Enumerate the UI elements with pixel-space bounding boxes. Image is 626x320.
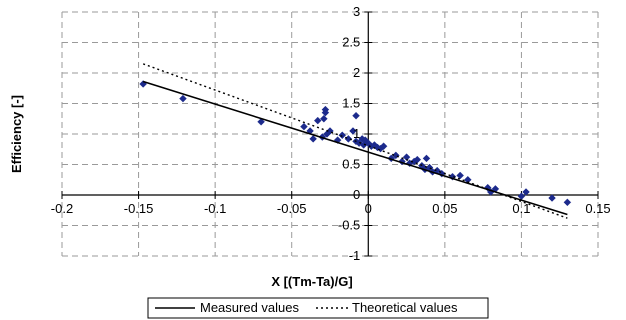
data-point-marker xyxy=(309,135,317,143)
y-tick-label: 0 xyxy=(353,187,360,202)
data-point-marker xyxy=(179,94,187,103)
x-tick-label: 0.1 xyxy=(512,201,530,216)
axis-title-layer: X [(Tm-Ta)/G] Efficiency [-] xyxy=(9,95,353,289)
x-tick-label: -0.2 xyxy=(51,201,73,216)
data-point-marker xyxy=(522,188,530,196)
y-tick-label: 2 xyxy=(353,65,360,80)
data-point-marker xyxy=(338,131,347,140)
x-tick-label: -0.1 xyxy=(204,201,226,216)
data-point-marker xyxy=(300,122,308,131)
data-point-marker xyxy=(257,118,265,126)
data-point-marker xyxy=(548,194,556,202)
series-layer xyxy=(139,63,572,219)
grid-layer xyxy=(61,11,599,257)
legend: Measured values Theoretical values xyxy=(147,297,489,319)
data-point-marker xyxy=(313,116,322,125)
data-point-marker xyxy=(402,153,411,161)
data-point-marker xyxy=(349,127,357,135)
x-axis-title: X [(Tm-Ta)/G] xyxy=(271,274,352,289)
data-point-marker xyxy=(321,108,330,117)
data-point-marker xyxy=(563,198,572,207)
data-point-marker xyxy=(333,136,342,144)
y-tick-label: 1 xyxy=(353,126,360,141)
y-tick-label: 1.5 xyxy=(342,96,360,111)
y-tick-label: 0.5 xyxy=(342,157,360,172)
data-point-marker xyxy=(456,171,464,180)
y-tick-label: 2.5 xyxy=(342,35,360,50)
data-point-marker xyxy=(320,114,328,123)
x-tick-label: 0.15 xyxy=(585,201,610,216)
y-axis-title: Efficiency [-] xyxy=(9,95,24,173)
tick-label-layer: -0.2 -0.15 -0.1 -0.05 0 0.05 0.1 0.15 -1 -0.5 0 0.5… xyxy=(51,4,611,263)
x-tick-label: 0 xyxy=(365,201,372,216)
y-tick-label: 3 xyxy=(353,4,360,19)
data-point-marker xyxy=(352,111,360,120)
x-tick-label: -0.05 xyxy=(277,201,307,216)
data-point-marker xyxy=(422,154,431,163)
x-tick-label: 0.05 xyxy=(432,201,457,216)
x-tick-label: -0.15 xyxy=(124,201,154,216)
axis-layer xyxy=(61,11,599,257)
theoretical-values-line xyxy=(142,63,568,219)
legend-theoretical-label: Theoretical values xyxy=(352,300,458,315)
data-point-marker xyxy=(379,142,388,150)
y-tick-label: -1 xyxy=(349,248,361,263)
y-tick-label: -0.5 xyxy=(338,218,360,233)
legend-measured-label: Measured values xyxy=(200,300,299,315)
